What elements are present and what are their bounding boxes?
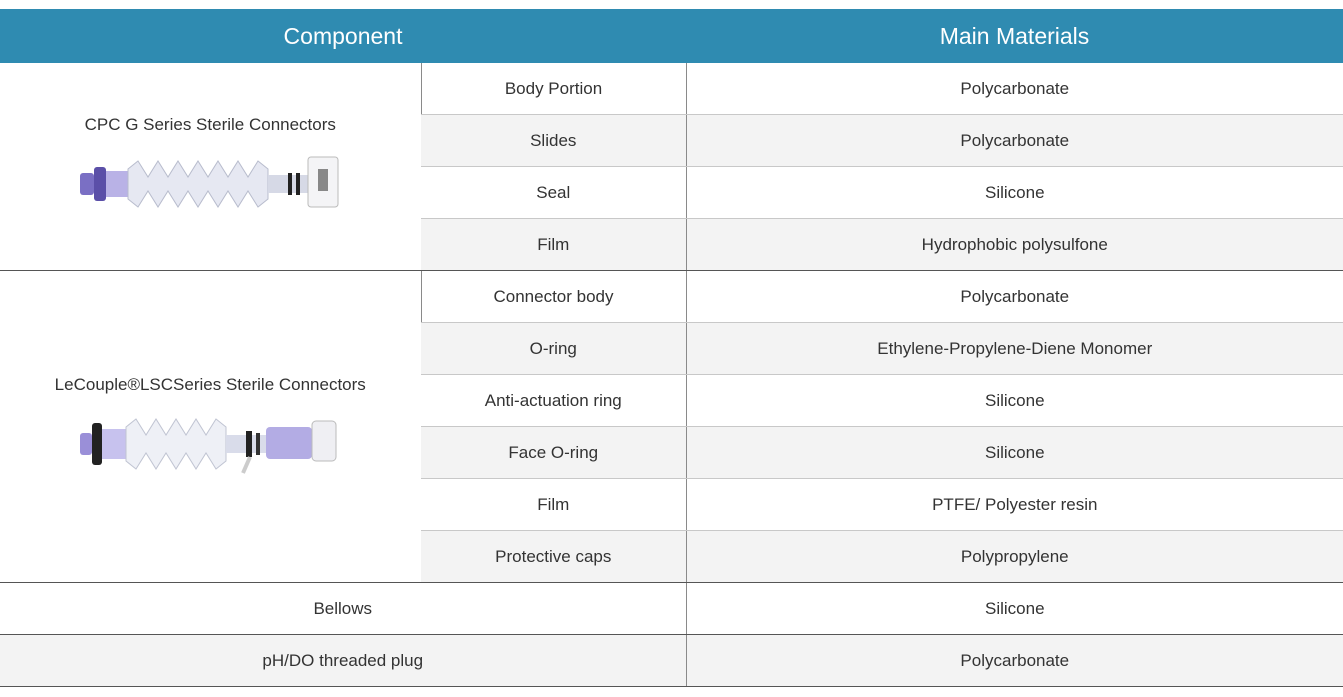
material-cell: Silicone: [685, 166, 1343, 219]
table-row: Protective caps Polypropylene: [0, 530, 1343, 583]
table-row: Film PTFE/ Polyester resin: [0, 478, 1343, 531]
material-cell: Ethylene-Propylene-Diene Monomer: [685, 322, 1343, 375]
header-row: Component Main Materials: [0, 9, 1343, 63]
table-row: Film Hydrophobic polysulfone: [0, 218, 1343, 271]
part-cell: Anti-actuation ring: [421, 374, 687, 427]
material-cell: Hydrophobic polysulfone: [685, 218, 1343, 271]
table-row: CPC G Series Sterile Connectors Body Port…: [0, 63, 1343, 271]
header-cell: Main Materials: [686, 9, 1343, 63]
component-cell: LeCouple®LSCSeries Sterile Connectors: [0, 270, 421, 583]
component-cell: Bellows: [0, 582, 687, 635]
materials-table: Component Main Materials CPC G Series St…: [0, 9, 1343, 687]
component-name: CPC G Series Sterile Connectors: [84, 114, 336, 134]
material-cell: Polycarbonate: [685, 63, 1343, 115]
part-cell: Face O-ring: [421, 426, 687, 479]
page: {"table": {"headers": ["Component", "Mai…: [0, 9, 1343, 697]
component-cell: CPC G Series Sterile Connectors: [0, 63, 421, 271]
material-cell: Polycarbonate: [685, 634, 1343, 687]
table-row: pH/DO threaded plug Polycarbonate: [0, 634, 1343, 687]
component-cell: pH/DO threaded plug: [0, 634, 687, 687]
part-cell: Film: [421, 218, 687, 271]
part-cell: Connector body: [420, 270, 687, 323]
part-cell: Seal: [421, 166, 687, 219]
part-cell: Slides: [421, 114, 687, 167]
connector-image: [80, 417, 337, 474]
header-cell: Component: [0, 9, 687, 63]
material-cell: Polycarbonate: [685, 270, 1343, 323]
table-row: Anti-actuation ring Silicone: [0, 374, 1343, 427]
material-cell: Silicone: [685, 374, 1343, 427]
table-row: O-ring Ethylene-Propylene-Diene Monomer: [0, 322, 1343, 375]
table-row: Bellows Silicone: [0, 582, 1343, 635]
material-cell: Silicone: [685, 582, 1343, 635]
table-row: LeCouple®LSCSeries Sterile Connectors Con…: [0, 270, 1343, 583]
table-row: Slides Polycarbonate: [0, 114, 1343, 167]
material-cell: Silicone: [685, 426, 1343, 479]
connector-image: [80, 156, 339, 208]
part-cell: O-ring: [421, 322, 687, 375]
part-cell: Protective caps: [421, 530, 687, 583]
part-cell: Body Portion: [420, 63, 687, 115]
table-row: Seal Silicone: [0, 166, 1343, 219]
table-body: CPC G Series Sterile Connectors Body Port…: [0, 63, 1343, 687]
table-row: Face O-ring Silicone: [0, 426, 1343, 479]
material-cell: Polypropylene: [685, 530, 1343, 583]
material-cell: PTFE/ Polyester resin: [685, 478, 1343, 531]
material-cell: Polycarbonate: [685, 114, 1343, 167]
component-name: LeCouple®LSCSeries Sterile Connectors: [54, 374, 366, 394]
part-cell: Film: [421, 478, 687, 531]
